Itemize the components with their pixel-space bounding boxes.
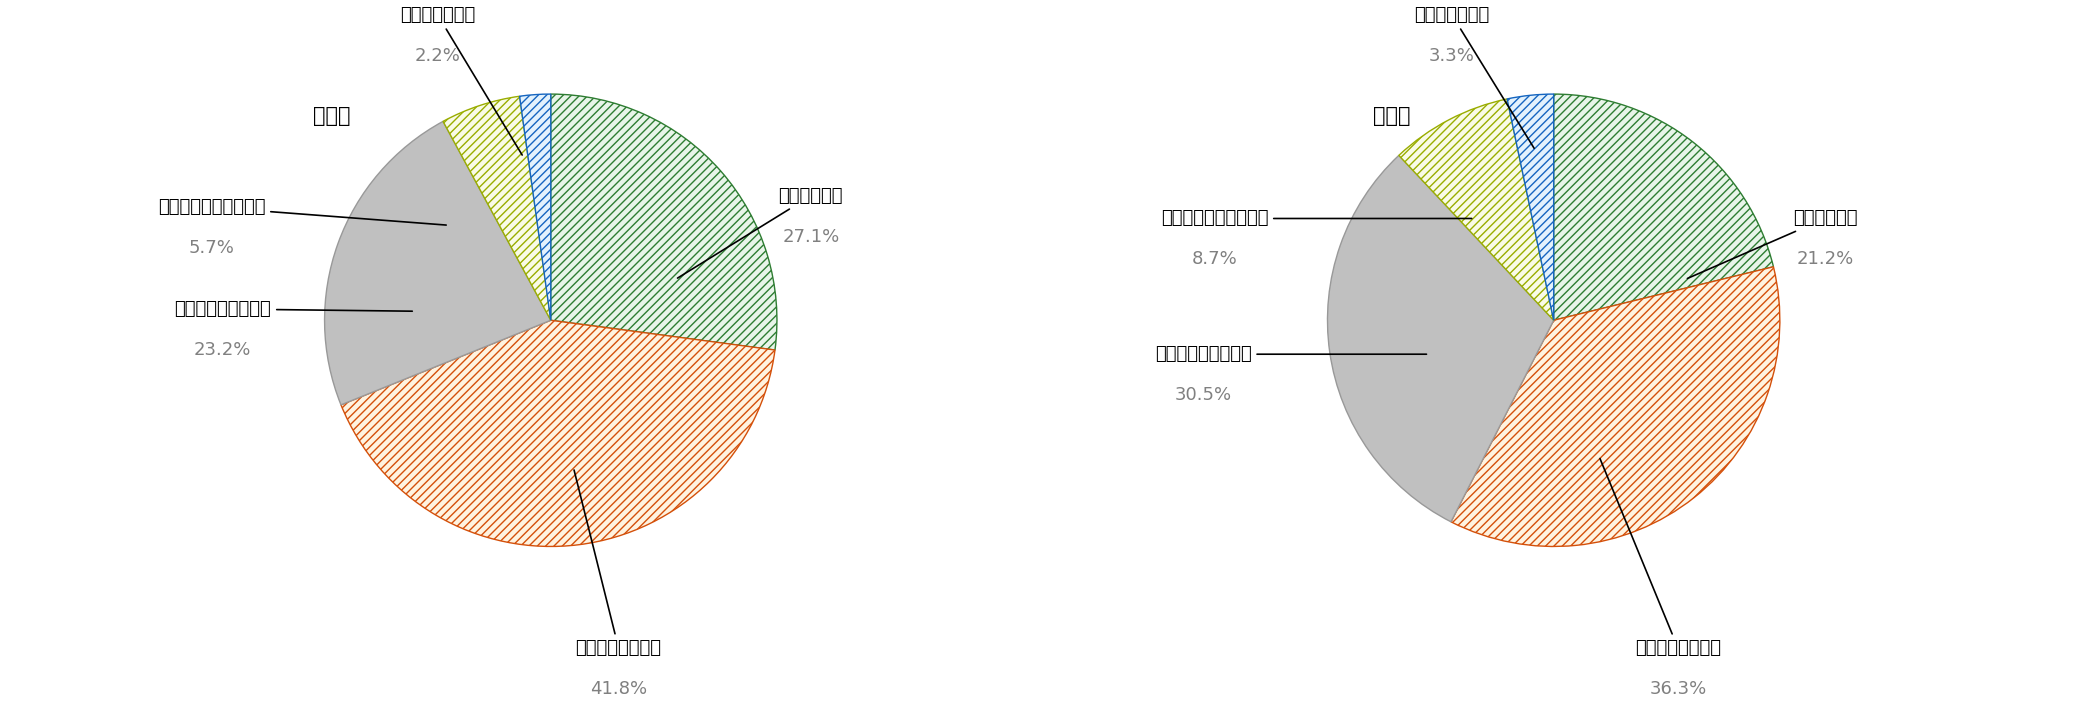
- Text: 理解していない: 理解していない: [400, 6, 522, 155]
- Text: やや理解している: やや理解している: [1599, 458, 1721, 658]
- Text: 30.5%: 30.5%: [1174, 386, 1232, 404]
- Text: 8.7%: 8.7%: [1191, 250, 1237, 268]
- Text: 41.8%: 41.8%: [591, 680, 648, 698]
- Text: 理解している: 理解している: [677, 187, 843, 278]
- Wedge shape: [325, 121, 551, 405]
- Wedge shape: [551, 94, 778, 350]
- Text: 23.2%: 23.2%: [195, 341, 252, 359]
- Wedge shape: [342, 320, 776, 547]
- Text: 21.2%: 21.2%: [1796, 250, 1853, 268]
- Text: 2.2%: 2.2%: [415, 47, 461, 64]
- Text: 5.7%: 5.7%: [189, 239, 235, 257]
- Wedge shape: [1398, 99, 1553, 320]
- Text: どちらともいえない: どちらともいえない: [1155, 345, 1427, 363]
- Text: あまり理解していない: あまり理解していない: [1161, 210, 1471, 228]
- Wedge shape: [1507, 94, 1553, 320]
- Text: どちらともいえない: どちらともいえない: [174, 300, 413, 318]
- Text: 中学生: 中学生: [1373, 107, 1411, 126]
- Wedge shape: [1450, 267, 1780, 547]
- Text: 27.1%: 27.1%: [782, 228, 840, 245]
- Text: 理解していない: 理解していない: [1415, 6, 1534, 149]
- Text: 理解している: 理解している: [1687, 210, 1857, 278]
- Wedge shape: [520, 94, 551, 320]
- Wedge shape: [1553, 94, 1773, 320]
- Text: やや理解している: やや理解している: [574, 470, 662, 658]
- Text: 36.3%: 36.3%: [1650, 680, 1706, 698]
- Wedge shape: [442, 96, 551, 320]
- Wedge shape: [1327, 156, 1553, 522]
- Text: 3.3%: 3.3%: [1429, 47, 1476, 64]
- Text: あまり理解していない: あまり理解していない: [157, 198, 446, 225]
- Text: 小学生: 小学生: [312, 107, 350, 126]
